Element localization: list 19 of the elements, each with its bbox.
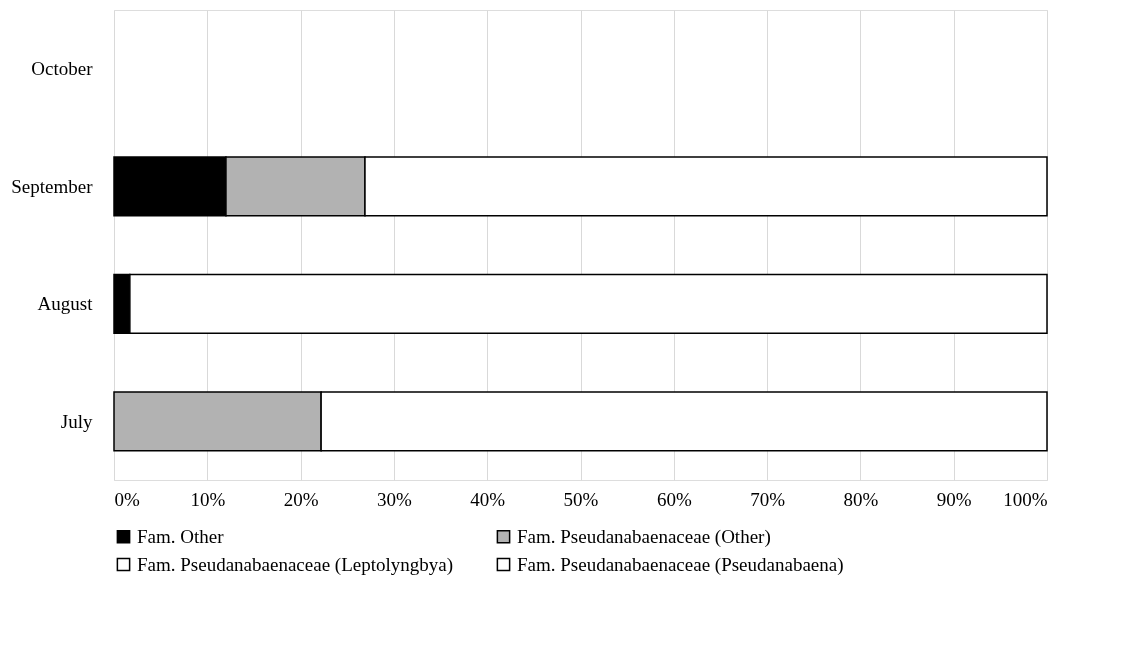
x-tick-label: 60%: [656, 488, 692, 510]
x-tick-label: 100%: [1003, 488, 1048, 510]
legend-label: Fam. Pseudanabaenaceae (Other): [517, 525, 771, 548]
x-tick-label: 50%: [563, 488, 599, 510]
legend-label: Fam. Other: [137, 525, 225, 547]
x-tick-label: 20%: [283, 488, 319, 510]
x-tick-label: 70%: [750, 488, 786, 510]
x-tick-label: 30%: [376, 488, 412, 510]
y-tick-label: July: [60, 410, 93, 432]
x-tick-label: 10%: [190, 488, 226, 510]
x-tick-label: 90%: [936, 488, 972, 510]
legend-label: Fam. Pseudanabaenaceae (Leptolyngbya): [137, 553, 454, 576]
legend-label: Fam. Pseudanabaenaceae (Pseudanabaena): [517, 553, 844, 576]
x-tick-label: 0%: [114, 488, 140, 510]
y-tick-label: September: [11, 175, 94, 197]
y-tick-label: August: [37, 293, 94, 315]
y-tick-label: October: [31, 58, 94, 80]
x-tick-label: 40%: [470, 488, 506, 510]
x-tick-label: 80%: [843, 488, 879, 510]
